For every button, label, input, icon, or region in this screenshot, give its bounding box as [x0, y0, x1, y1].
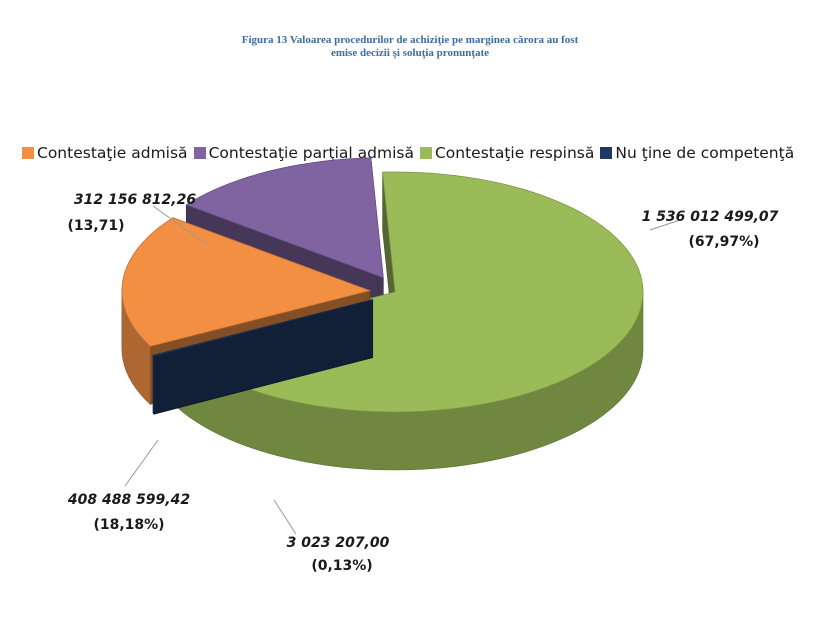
chart-title-line-2: emise decizii şi soluţia pronunţate [330, 47, 490, 59]
leader-line [649, 219, 681, 231]
legend-item-admisa: Contestaţie admisă [22, 144, 188, 162]
slice-admisa [121, 217, 372, 347]
data-label-value-partial-admisa: 312 156 812,26 [74, 192, 196, 208]
legend-label: Contestaţie parţial admisă [208, 144, 414, 162]
legend-label: Contestaţie respinsă [434, 144, 595, 162]
data-label-value-respinsa: 1 536 012 499,07 [642, 209, 779, 225]
slice-nu-tine [152, 299, 373, 357]
data-label-value-admisa: 408 488 599,42 [67, 492, 190, 508]
leader-lines [124, 205, 681, 535]
slice-partial-admisa [185, 157, 384, 279]
data-labels: 312 156 812,26 (13,71) 1 536 012 499,07 … [67, 192, 779, 574]
chart-title-line-1: Figura 13 Valoarea procedurilor de achiz… [241, 34, 579, 46]
leader-line [152, 205, 207, 245]
legend-swatch [600, 147, 613, 159]
chart-legend: Contestaţie admisă Contestaţie parţial a… [22, 144, 800, 162]
legend-swatch [419, 147, 432, 159]
data-label-percent-respinsa: (67,97%) [688, 234, 759, 250]
chart-title: Figura 13 Valoarea procedurilor de achiz… [0, 34, 820, 60]
data-label-percent-nu-tine: (0,13%) [311, 558, 372, 574]
data-label-percent-admisa: (18,18%) [93, 517, 164, 533]
legend-label: Contestaţie admisă [37, 144, 188, 162]
data-label-percent-partial-admisa: (13,71) [67, 218, 124, 234]
slice-nu-tine-side [152, 354, 155, 415]
legend-swatch [22, 147, 34, 159]
legend-item-respinsa: Contestaţie respinsă [419, 144, 595, 162]
legend-label: Nu ţine de competenţă [615, 144, 795, 162]
pie-slices [121, 157, 644, 471]
leader-line [273, 499, 297, 535]
legend-swatch [193, 147, 206, 159]
legend-item-partial-admisa: Contestaţie parţial admisă [193, 144, 414, 162]
data-label-value-nu-tine: 3 023 207,00 [287, 535, 390, 551]
leader-line [124, 439, 159, 487]
legend-item-nu-tine: Nu ţine de competenţă [600, 144, 794, 162]
